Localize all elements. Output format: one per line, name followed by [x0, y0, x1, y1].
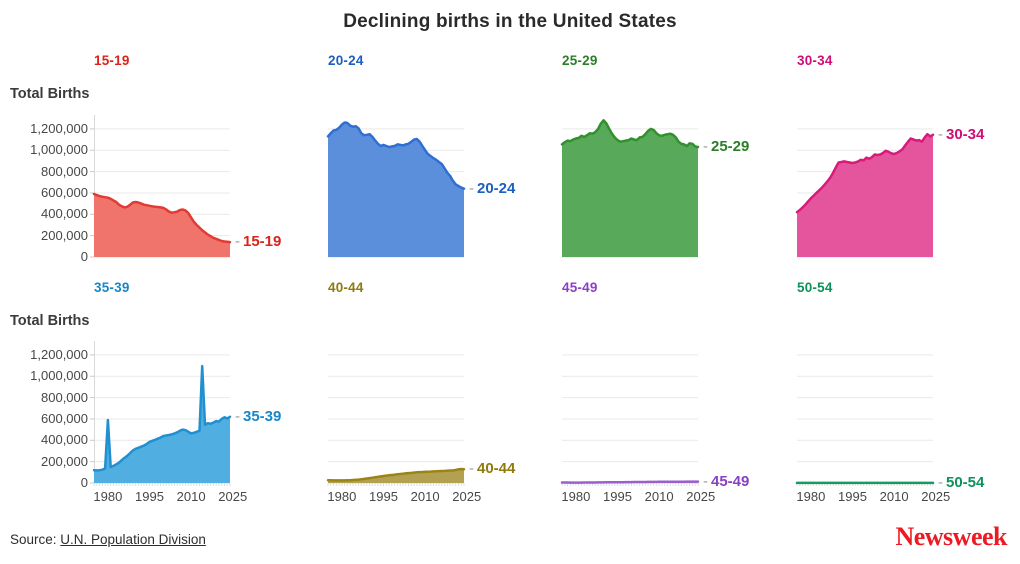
- end-label-dash: -: [469, 179, 474, 197]
- area-chart-30-34: [795, 128, 935, 258]
- x-tick-label: 1980: [327, 489, 357, 504]
- source-prefix: Source:: [10, 532, 61, 547]
- y-tick-label: 800,000: [41, 389, 88, 405]
- y-tick-label: 800,000: [41, 163, 88, 179]
- area-fill-20-24: [328, 122, 464, 257]
- trend-line-20-24: [326, 121, 466, 190]
- x-tick-label: 1980: [796, 489, 826, 504]
- x-tick-label: 2010: [410, 489, 440, 504]
- y-tick-label: 600,000: [41, 410, 88, 426]
- end-label-25-29: -25-29: [703, 138, 750, 156]
- x-tick-label: 1995: [369, 489, 398, 504]
- trend-line-30-34: [795, 132, 935, 214]
- area-fill-30-34: [797, 134, 933, 257]
- x-tick-label: 1980: [93, 489, 123, 504]
- x-tick-label: 2025: [452, 489, 482, 504]
- y-axis-title-row1: Total Births: [10, 86, 90, 102]
- area-chart-50-54: [795, 354, 935, 486]
- end-label-45-49: -45-49: [703, 472, 750, 490]
- x-tick-label: 1995: [135, 489, 164, 504]
- trend-line-25-29: [560, 119, 700, 149]
- chart-title: Declining births in the United States: [343, 11, 677, 32]
- y-tick-label: 1,000,000: [30, 368, 88, 384]
- x-tick-label: 2010: [879, 489, 909, 504]
- area-chart-20-24: [326, 121, 466, 258]
- age-label-40-44: 40-44: [328, 280, 364, 295]
- y-axis-title-row2: Total Births: [10, 313, 90, 329]
- end-label-dash: -: [938, 473, 943, 491]
- y-tick-label: 600,000: [41, 184, 88, 200]
- trend-line-40-44: [326, 467, 466, 482]
- end-label-dash: -: [703, 472, 708, 490]
- end-label-dash: -: [938, 125, 943, 143]
- y-tick-label: 200,000: [41, 227, 88, 243]
- x-tick-label: 2010: [176, 489, 206, 504]
- y-tick-label: 0: [80, 475, 88, 490]
- end-label-35-39: -35-39: [235, 407, 282, 425]
- age-label-20-24: 20-24: [328, 53, 364, 68]
- x-tick-label: 1995: [603, 489, 632, 504]
- x-tick-label: 2025: [686, 489, 716, 504]
- area-chart-45-49: [560, 354, 700, 486]
- area-chart-40-44: [326, 354, 466, 486]
- y-tick-label: 200,000: [41, 453, 88, 469]
- area-fill-25-29: [562, 120, 698, 257]
- x-tick-label: 1995: [838, 489, 867, 504]
- age-label-15-19: 15-19: [94, 53, 130, 68]
- area-chart-25-29: [560, 119, 700, 258]
- end-label-dash: -: [235, 407, 240, 425]
- end-label-30-34: -30-34: [938, 125, 985, 143]
- end-label-15-19: -15-19: [235, 233, 282, 251]
- area-fill-15-19: [94, 194, 230, 257]
- trend-line-15-19: [92, 192, 232, 244]
- end-label-dash: -: [703, 138, 708, 156]
- end-label-40-44: -40-44: [469, 460, 516, 478]
- area-fill-35-39: [94, 366, 230, 483]
- age-label-35-39: 35-39: [94, 280, 130, 295]
- age-label-45-49: 45-49: [562, 280, 598, 295]
- end-label-20-24: -20-24: [469, 179, 516, 197]
- end-label-50-54: -50-54: [938, 473, 985, 491]
- end-label-dash: -: [235, 233, 240, 251]
- y-tick-label: 1,200,000: [30, 346, 88, 362]
- trend-line-35-39: [92, 364, 232, 472]
- area-chart-15-19: [90, 115, 232, 258]
- area-chart-35-39: [90, 341, 232, 486]
- y-tick-label: 400,000: [41, 206, 88, 222]
- x-tick-label: 2010: [644, 489, 674, 504]
- age-label-30-34: 30-34: [797, 53, 833, 68]
- age-label-50-54: 50-54: [797, 280, 833, 295]
- end-label-dash: -: [469, 460, 474, 478]
- y-tick-label: 1,000,000: [30, 142, 88, 158]
- age-label-25-29: 25-29: [562, 53, 598, 68]
- source-line: Source: U.N. Population Division: [10, 532, 206, 547]
- trend-line-45-49: [560, 480, 700, 484]
- x-tick-label: 1980: [561, 489, 591, 504]
- y-tick-label: 0: [80, 249, 88, 264]
- y-tick-label: 400,000: [41, 432, 88, 448]
- x-tick-label: 2025: [218, 489, 248, 504]
- source-link[interactable]: U.N. Population Division: [60, 532, 206, 547]
- y-tick-label: 1,200,000: [30, 120, 88, 136]
- x-tick-label: 2025: [921, 489, 951, 504]
- newsweek-logo: Newsweek: [895, 522, 1007, 551]
